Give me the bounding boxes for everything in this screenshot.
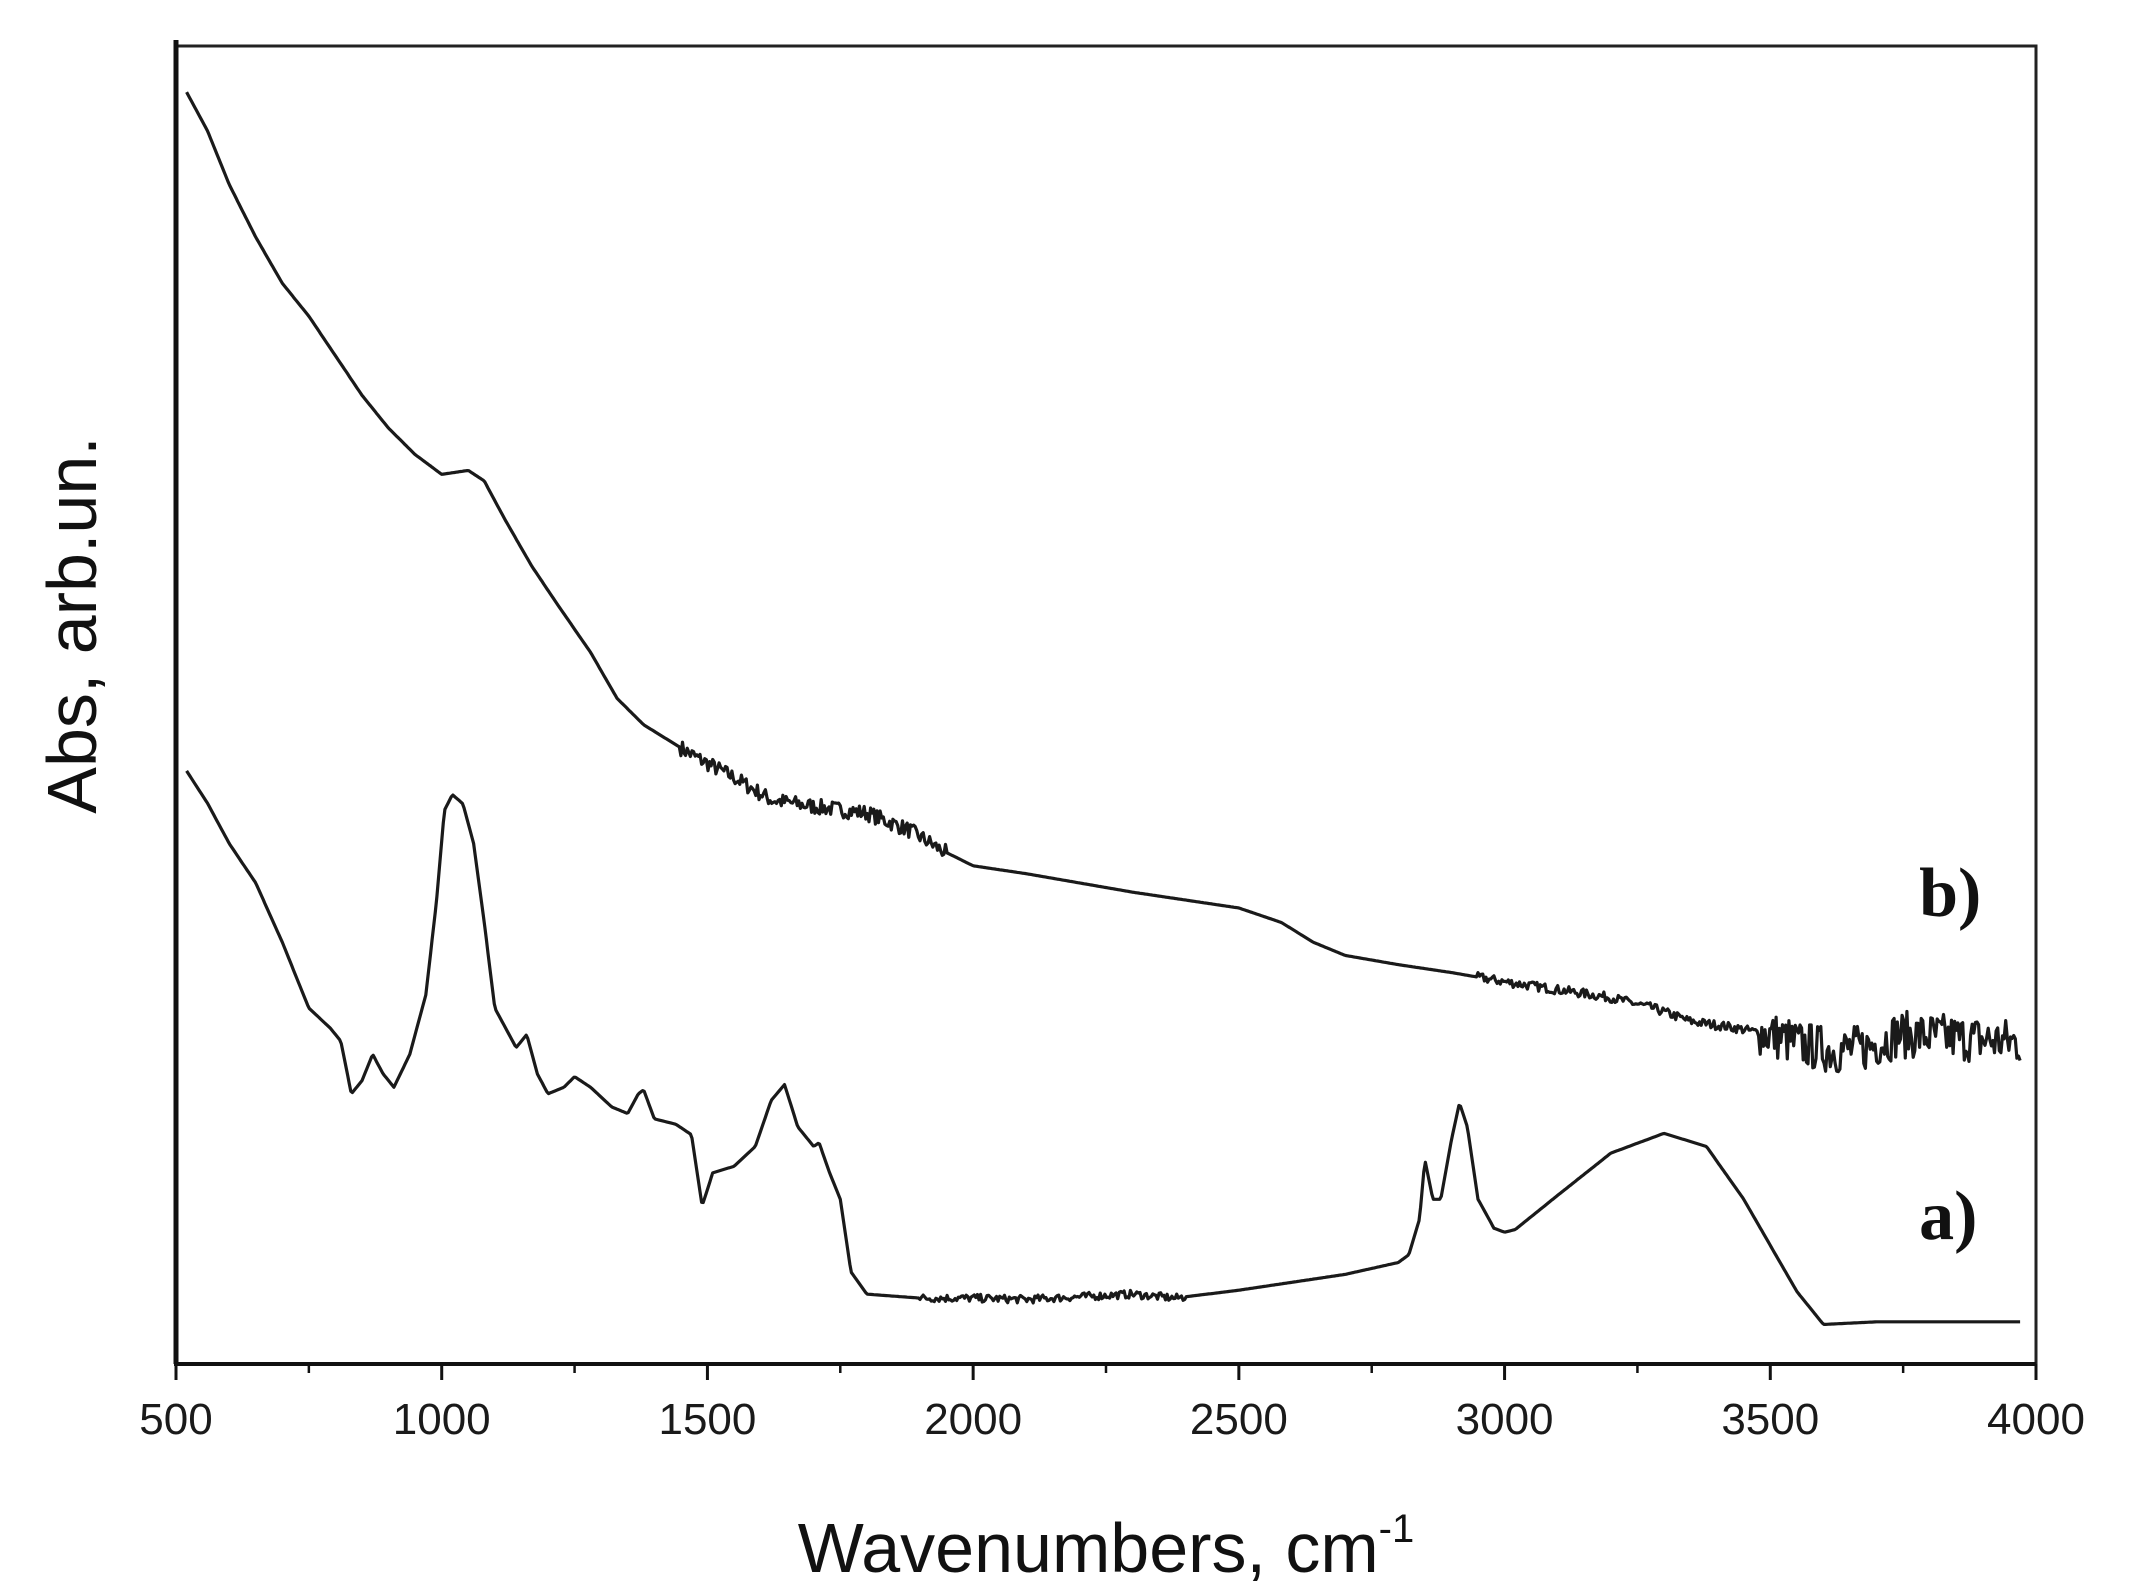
- plot-frame: [173, 40, 2038, 1366]
- x-tick-label: 3000: [1456, 1395, 1554, 1444]
- x-tick-label: 2000: [924, 1395, 1022, 1444]
- series-line-1: [185, 91, 2022, 1074]
- x-axis-title: Wavenumbers, cm-1: [798, 1507, 1414, 1587]
- x-axis-ticks: 500 1000 1500 2000 2500 3000 3500 4000: [139, 1364, 2085, 1444]
- series-line-2: [185, 770, 2021, 1326]
- x-tick-label: 3500: [1721, 1395, 1819, 1444]
- series-label: a): [1919, 1178, 1977, 1255]
- series-labels: b) a): [1919, 855, 1981, 1255]
- x-tick-label: 1000: [393, 1395, 491, 1444]
- x-tick-label: 1500: [658, 1395, 756, 1444]
- x-tick-label: 4000: [1987, 1395, 2085, 1444]
- series-layer: [185, 91, 2022, 1326]
- x-tick-label: 500: [139, 1395, 212, 1444]
- x-tick-label: 2500: [1190, 1395, 1288, 1444]
- series-label: b): [1919, 855, 1981, 932]
- y-axis-title: Abs, arb.un.: [33, 436, 111, 813]
- plot-border: [174, 44, 2038, 1366]
